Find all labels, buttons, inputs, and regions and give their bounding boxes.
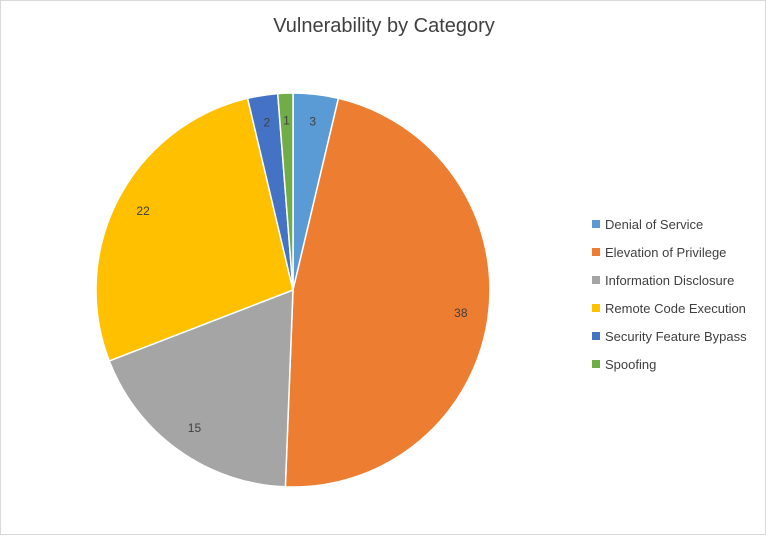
pie-slice-1	[284, 97, 491, 488]
legend-label-2: Information Disclosure	[605, 272, 735, 288]
data-label-4: 2	[263, 116, 270, 130]
data-label-2: 15	[188, 421, 202, 435]
legend-item-5: Spoofing	[592, 350, 747, 378]
legend-swatch-2	[592, 276, 600, 284]
pie-slice-2	[108, 288, 294, 488]
legend-swatch-5	[592, 360, 600, 368]
chart-title: Vulnerability by Category	[273, 15, 495, 37]
legend-item-3: Remote Code Execution	[592, 294, 747, 322]
legend-item-0: Denial of Service	[592, 210, 747, 238]
pie-slice-5	[276, 92, 294, 291]
legend-label-3: Remote Code Execution	[605, 300, 746, 316]
legend-item-2: Information Disclosure	[592, 266, 747, 294]
legend-label-4: Security Feature Bypass	[605, 328, 747, 344]
legend-item-1: Elevation of Privilege	[592, 238, 747, 266]
legend-item-4: Security Feature Bypass	[592, 322, 747, 350]
legend-swatch-1	[592, 248, 600, 256]
legend-label-5: Spoofing	[605, 356, 657, 372]
data-label-1: 38	[454, 306, 468, 320]
legend-swatch-3	[592, 304, 600, 312]
legend: Denial of Service Elevation of Privilege I…	[592, 210, 747, 378]
data-label-0: 3	[309, 115, 316, 129]
legend-swatch-0	[592, 220, 600, 228]
legend-label-0: Denial of Service	[605, 216, 704, 232]
legend-swatch-4	[592, 332, 600, 340]
data-label-5: 1	[283, 114, 290, 128]
legend-label-1: Elevation of Privilege	[605, 244, 727, 260]
pie-slice-3	[95, 97, 294, 362]
data-label-3: 22	[136, 204, 150, 218]
